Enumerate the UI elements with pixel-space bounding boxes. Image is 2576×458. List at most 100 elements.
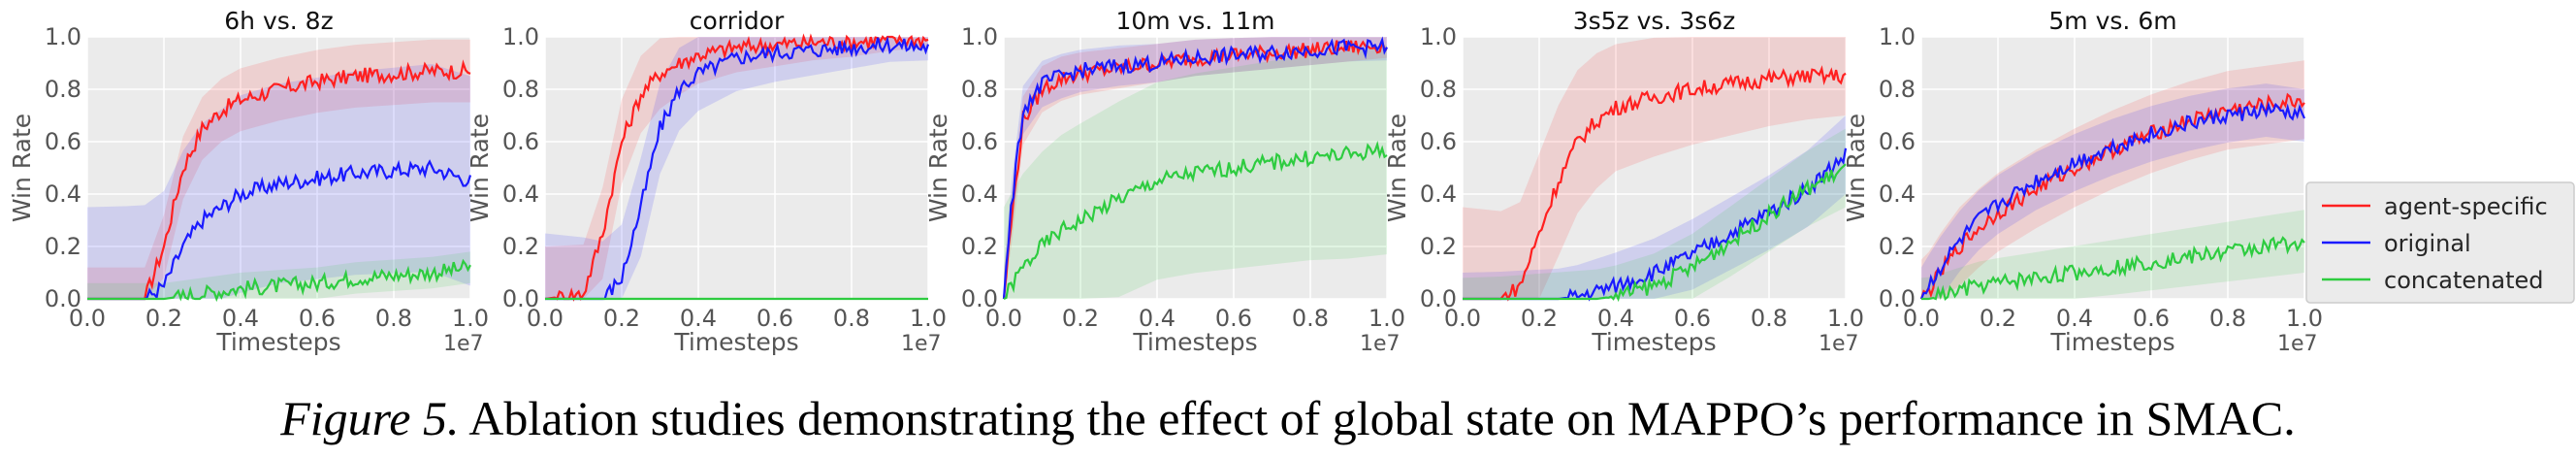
series-line-concatenated <box>1463 163 1847 303</box>
x-tick-label: 0.8 <box>1292 305 1329 332</box>
panels: 0.0 0.2 0.4 0.6 0.8 1.0 0.0 0.2 0.4 0.6 0.8 1.0 6h v… <box>8 7 2323 356</box>
y-tick-label: 0.8 <box>45 76 81 103</box>
series-band-original <box>1004 37 1387 299</box>
y-tick-label: 0.2 <box>1879 233 1916 260</box>
x-tick-label: 0.0 <box>1903 305 1940 332</box>
x-axis-label: Timesteps <box>1132 328 1257 356</box>
y-tick-label: 1.0 <box>502 23 539 50</box>
x-tick-label: 0.2 <box>1062 305 1099 332</box>
y-tick-label: 0.6 <box>1420 128 1457 155</box>
series-band-agent-specific <box>87 39 470 299</box>
y-tick-label: 0.2 <box>961 233 998 260</box>
chart-title: 3s5z vs. 3s6z <box>1573 7 1736 35</box>
series-line-original <box>545 36 930 301</box>
series-line-agent-specific <box>1463 65 1847 302</box>
legend: agent-specific original concatenated <box>2305 181 2575 304</box>
x-tick-label: 1.0 <box>1827 305 1864 332</box>
x-tick-label: 0.0 <box>69 305 106 332</box>
x-axis-label: Timesteps <box>215 328 340 356</box>
x-multiplier-label: 1e7 <box>901 332 942 356</box>
x-tick-label: 0.8 <box>1751 305 1787 332</box>
x-tick-label: 0.6 <box>2133 305 2170 332</box>
series-band-concatenated <box>87 251 470 299</box>
y-tick-label: 0.6 <box>45 128 81 155</box>
y-tick-label: 1.0 <box>1879 23 1916 50</box>
series-line-original <box>1002 36 1388 300</box>
y-tick-label: 0.4 <box>502 180 539 208</box>
plot-area <box>545 37 928 299</box>
chart-panel: 0.0 0.2 0.4 0.6 0.8 1.0 0.0 0.2 0.4 0.6 0.8 1.0 3s5z… <box>1383 7 1864 356</box>
chart-title: corridor <box>690 7 785 35</box>
chart-title: 10m vs. 11m <box>1116 7 1275 35</box>
x-tick-label: 0.4 <box>222 305 259 332</box>
y-axis-label: Win Rate <box>8 114 36 222</box>
caption-label: Figure 5. <box>280 391 460 445</box>
x-multiplier-label: 1e7 <box>443 332 484 356</box>
y-tick-label: 1.0 <box>1420 23 1457 50</box>
legend-label-original: original <box>2384 230 2471 257</box>
legend-label-concatenated: concatenated <box>2384 267 2544 294</box>
x-tick-label: 0.4 <box>2056 305 2093 332</box>
series-band-original <box>545 37 928 299</box>
plot-area <box>87 37 470 299</box>
y-tick-label: 1.0 <box>961 23 998 50</box>
chart-title: 5m vs. 6m <box>2048 7 2176 35</box>
series-band-agent-specific <box>1921 60 2304 299</box>
chart-panel: 0.0 0.2 0.4 0.6 0.8 1.0 0.0 0.2 0.4 0.6 0.8 1.0 6h v… <box>8 7 489 356</box>
chart-panel: 0.0 0.2 0.4 0.6 0.8 1.0 0.0 0.2 0.4 0.6 0.8 1.0 corr… <box>466 7 947 356</box>
y-tick-label: 0.8 <box>1420 76 1457 103</box>
y-tick-label: 0.8 <box>961 76 998 103</box>
chart-panel: 0.0 0.2 0.4 0.6 0.8 1.0 0.0 0.2 0.4 0.6 0.8 1.0 5m v… <box>1842 7 2323 356</box>
y-tick-label: 0.2 <box>45 233 81 260</box>
series-line-agent-specific <box>87 59 471 301</box>
x-tick-label: 0.4 <box>1139 305 1175 332</box>
x-tick-label: 0.6 <box>1215 305 1252 332</box>
series-band-concatenated <box>1921 210 2304 299</box>
series-line-concatenated <box>1921 236 2305 301</box>
series-line-original <box>87 159 472 301</box>
y-tick-label: 0.2 <box>1420 233 1457 260</box>
legend-label-agent-specific: agent-specific <box>2384 193 2548 220</box>
series-line-concatenated <box>1003 140 1388 301</box>
x-multiplier-label: 1e7 <box>2277 332 2318 356</box>
x-tick-label: 0.2 <box>145 305 182 332</box>
x-tick-label: 0.6 <box>299 305 336 332</box>
y-tick-label: 0.4 <box>961 180 998 208</box>
plot-area <box>1921 37 2304 299</box>
y-tick-label: 0.2 <box>502 233 539 260</box>
x-tick-label: 1.0 <box>1368 305 1405 332</box>
x-tick-label: 0.8 <box>833 305 870 332</box>
series-band-concatenated <box>1463 128 1846 299</box>
y-axis-label: Win Rate <box>924 114 952 222</box>
series-line-agent-specific <box>544 33 929 302</box>
y-tick-label: 0.0 <box>1879 285 1916 312</box>
y-tick-label: 0.0 <box>45 285 81 312</box>
x-tick-label: 0.6 <box>757 305 793 332</box>
series-line-original <box>1919 101 2306 300</box>
series-line-concatenated <box>87 258 471 303</box>
x-tick-label: 1.0 <box>452 305 489 332</box>
x-axis-label: Timesteps <box>673 328 798 356</box>
y-tick-label: 0.8 <box>1879 76 1916 103</box>
y-tick-label: 0.6 <box>961 128 998 155</box>
y-tick-label: 0.0 <box>1420 285 1457 312</box>
x-tick-label: 0.8 <box>375 305 412 332</box>
x-tick-label: 0.0 <box>1444 305 1481 332</box>
x-axis-label: Timesteps <box>1591 328 1716 356</box>
series-band-agent-specific <box>1463 37 1846 299</box>
plot-area <box>1463 37 1846 299</box>
y-tick-label: 0.8 <box>502 76 539 103</box>
x-tick-label: 1.0 <box>2286 305 2323 332</box>
x-tick-label: 0.2 <box>1980 305 2016 332</box>
y-tick-label: 0.4 <box>1879 180 1916 208</box>
y-tick-label: 0.6 <box>1879 128 1916 155</box>
x-multiplier-label: 1e7 <box>1819 332 1859 356</box>
series-band-original <box>1921 83 2304 299</box>
x-tick-label: 0.6 <box>1674 305 1711 332</box>
x-tick-label: 0.0 <box>985 305 1022 332</box>
chart-title: 6h vs. 8z <box>224 7 333 35</box>
caption-text: Ablation studies demonstrating the effec… <box>468 391 2296 445</box>
x-tick-label: 0.0 <box>527 305 564 332</box>
y-tick-label: 0.4 <box>1420 180 1457 208</box>
